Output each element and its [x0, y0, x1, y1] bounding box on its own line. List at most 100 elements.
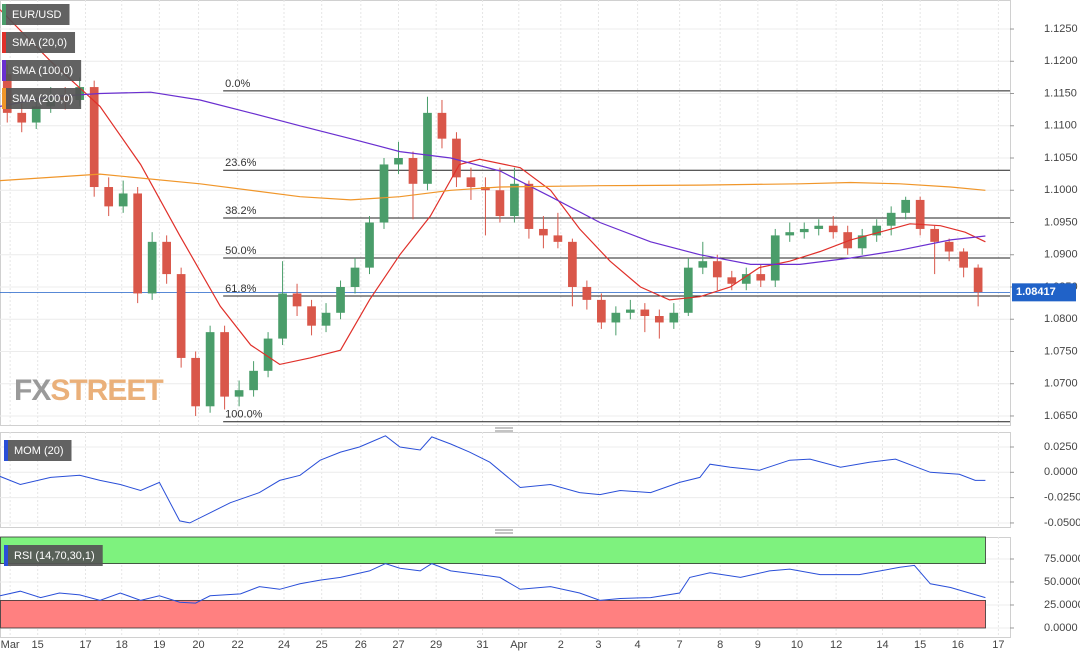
candle-body: [118, 193, 128, 207]
x-tick-label: 27: [392, 639, 404, 651]
candle-body: [799, 228, 809, 233]
y-tick-label: 75.0000: [1044, 553, 1080, 565]
candle-body: [553, 235, 563, 242]
y-tick-label: 1.0750: [1044, 345, 1078, 357]
candle-body: [843, 232, 853, 249]
x-tick-label: Apr: [510, 639, 527, 651]
y-tick-label: 1.0800: [1044, 313, 1078, 325]
fib-label: 100.0%: [225, 409, 263, 421]
panel-handle[interactable]: [495, 529, 513, 534]
candle-body: [857, 235, 867, 249]
fib-label: 50.0%: [225, 245, 256, 257]
legend-swatch: [2, 60, 6, 81]
candle-body: [814, 225, 824, 229]
y-tick-label: 50.0000: [1044, 576, 1080, 588]
candle-body: [597, 299, 606, 323]
candle-body: [307, 306, 316, 326]
x-tick-label: 3: [595, 639, 601, 651]
y-tick-label: 1.0950: [1044, 216, 1078, 228]
candle-body: [191, 357, 200, 407]
x-tick-label: 19: [153, 639, 165, 651]
candle-body: [394, 158, 403, 165]
legend-label: SMA (200,0): [12, 93, 73, 105]
candle-body: [278, 293, 287, 339]
x-tick-label: Mar: [1, 639, 20, 651]
legend-label: MOM (20): [14, 445, 64, 457]
x-tick-label: 2: [558, 639, 564, 651]
candle-body: [568, 241, 577, 287]
x-tick-label: 10: [791, 639, 803, 651]
candle-body: [611, 312, 621, 323]
sma-line: [0, 173, 986, 201]
legend-box: [2, 88, 82, 109]
y-tick-label: -0.0500: [1044, 517, 1080, 529]
x-tick-label: 25: [316, 639, 328, 651]
fib-label: 61.8%: [225, 283, 256, 295]
candle-body: [756, 274, 766, 281]
y-tick-label: 1.1050: [1044, 152, 1078, 164]
candle-body: [625, 309, 635, 313]
x-tick-label: 14: [876, 639, 888, 651]
candle-body: [524, 183, 534, 229]
candle-body: [321, 312, 331, 326]
watermark-part: STREET: [50, 374, 163, 407]
candle-body: [669, 312, 679, 323]
y-tick-label: 1.0650: [1044, 410, 1078, 422]
candle-body: [944, 241, 954, 252]
candle-body: [654, 316, 664, 323]
candle-body: [365, 222, 374, 268]
candle-body: [89, 87, 99, 188]
candle-body: [350, 267, 360, 287]
x-tick-label: 17: [992, 639, 1004, 651]
legend-label: SMA (20,0): [12, 37, 67, 49]
x-tick-label: 26: [355, 639, 367, 651]
x-tick-label: 18: [116, 639, 128, 651]
legend-label: RSI (14,70,30,1): [14, 550, 95, 562]
candle-body: [336, 286, 345, 313]
x-tick-label: 7: [677, 639, 683, 651]
candle-body: [379, 164, 389, 223]
candle-body: [640, 309, 650, 317]
candle-body: [785, 232, 795, 236]
candle-body: [452, 138, 461, 178]
indicator-line: [0, 563, 986, 604]
y-tick-label: 0.0250: [1044, 441, 1078, 453]
candle-body: [959, 251, 968, 268]
mom-panel: [0, 432, 1011, 528]
candle-body: [133, 193, 143, 294]
legend-swatch: [4, 545, 8, 566]
panel-handle[interactable]: [495, 427, 513, 432]
legend-label: SMA (100,0): [12, 65, 73, 77]
x-tick-label: 29: [430, 639, 442, 651]
x-tick-label: 20: [192, 639, 204, 651]
y-tick-label: 1.1150: [1044, 87, 1077, 99]
candle-body: [162, 241, 171, 275]
x-tick-label: 4: [635, 639, 641, 651]
candle-body: [104, 187, 114, 207]
candle-body: [582, 286, 592, 300]
y-tick-label: 1.0900: [1044, 249, 1078, 261]
candle-body: [263, 338, 273, 371]
y-tick-label: 1.1000: [1044, 184, 1078, 196]
x-tick-label: 17: [79, 639, 91, 651]
legend-swatch: [2, 32, 6, 53]
candle-body: [539, 228, 548, 236]
candle-body: [886, 212, 896, 226]
last-price-box: [1012, 283, 1076, 302]
candle-body: [176, 274, 186, 358]
sma-line: [0, 9, 986, 366]
y-tick-label: -0.0250: [1044, 492, 1080, 504]
x-tick-label: 8: [717, 639, 723, 651]
x-tick-label: 15: [32, 639, 44, 651]
legend-swatch: [2, 88, 6, 109]
fib-label: 23.6%: [225, 157, 256, 169]
legend-box: [2, 60, 82, 81]
y-tick-label: 1.1100: [1044, 120, 1077, 132]
x-tick-label: 24: [278, 639, 290, 651]
x-tick-label: 9: [755, 639, 761, 651]
legend-label: EUR/USD: [12, 9, 62, 21]
x-tick-label: 12: [830, 639, 842, 651]
sma-line: [0, 91, 986, 265]
legend-swatch: [4, 440, 8, 461]
